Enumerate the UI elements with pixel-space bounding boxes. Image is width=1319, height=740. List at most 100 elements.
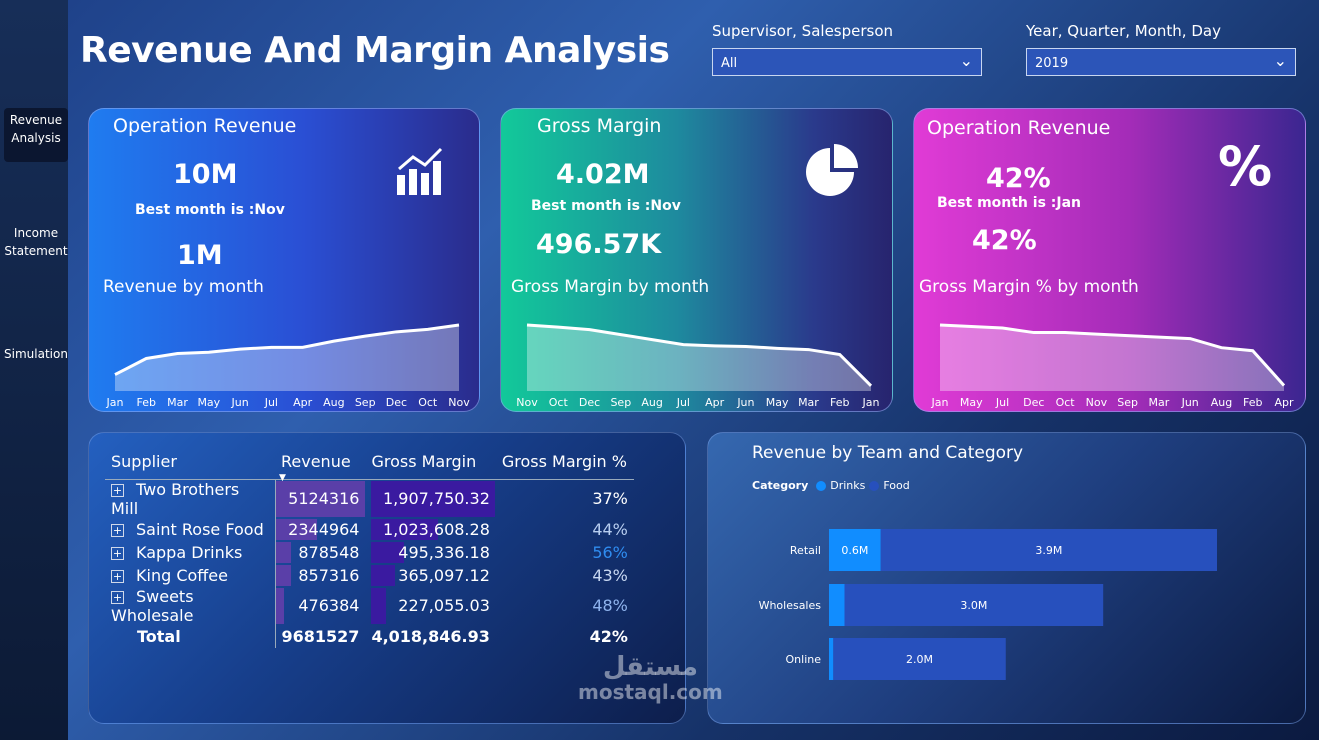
- revenue-databar: [275, 480, 366, 517]
- x-tick-label: Oct: [549, 396, 569, 409]
- col-gross-margin[interactable]: Gross Margin: [365, 445, 496, 480]
- margin-databar: [371, 564, 396, 586]
- x-tick-label: May: [766, 396, 789, 409]
- supervisor-dropdown[interactable]: All ⌄: [712, 48, 982, 76]
- supplier-cell: + Sweets Wholesale: [105, 587, 275, 625]
- x-tick-label: Mar: [1149, 396, 1170, 409]
- revenue-databar: [275, 564, 291, 586]
- data-label: 0.6M: [841, 544, 868, 557]
- expand-icon[interactable]: +: [111, 569, 124, 583]
- total-revenue: 9681527: [274, 624, 366, 648]
- supplier-cell: + King Coffee: [105, 564, 275, 587]
- gross-margin-pct-card: Operation Revenue % 42% Best month is :J…: [913, 108, 1306, 412]
- table-row[interactable]: + Saint Rose Food 2344964 1,023,608.28 44…: [105, 517, 634, 541]
- supplier-cell: + Kappa Drinks: [105, 541, 275, 564]
- data-label: 3.0M: [960, 599, 987, 612]
- pct-value: 56%: [592, 542, 628, 562]
- series-line: [526, 323, 873, 387]
- margin-value: 365,097.12: [398, 565, 490, 585]
- x-tick-label: Mar: [167, 396, 188, 409]
- chevron-down-icon: ⌄: [1273, 51, 1287, 70]
- slicer-label: Year, Quarter, Month, Day: [1026, 22, 1221, 40]
- gm-pct-by-month-chart: Jan May Jul Dec Oct Nov Sep Mar Jun Aug Feb Apr: [931, 323, 1294, 409]
- margin-databar: [371, 541, 404, 563]
- x-tick-label: Sep: [610, 396, 631, 409]
- x-tick-label: Nov: [516, 396, 538, 409]
- header-label: Revenue: [281, 452, 351, 472]
- margin-value: 495,336.18: [398, 542, 490, 562]
- margin-cell: 1,023,608.28: [365, 518, 495, 541]
- nav-simulation[interactable]: Simulation: [4, 347, 68, 361]
- revenue-value: 5124316: [288, 489, 360, 508]
- revenue-cell: 857316: [274, 563, 366, 587]
- revenue-cell: 878548: [274, 540, 366, 564]
- x-tick-label: Nov: [448, 396, 470, 409]
- bar-food-wholesales[interactable]: [844, 584, 1104, 626]
- percent-icon: %: [1218, 135, 1273, 198]
- best-month: Best month is :Nov: [531, 198, 681, 214]
- expand-icon[interactable]: +: [111, 523, 124, 537]
- legend-drinks[interactable]: Drinks: [830, 479, 866, 492]
- supplier-table-panel: Supplier Revenue ▼ Gross Margin Gross Mar…: [88, 432, 686, 724]
- data-label: 2.0M: [906, 653, 933, 666]
- margin-cell: 495,336.18: [365, 541, 495, 564]
- expand-icon[interactable]: +: [111, 590, 124, 604]
- bar-food-online[interactable]: [833, 638, 1006, 680]
- margin-databar: [371, 518, 438, 540]
- bar-drinks-retail[interactable]: [829, 529, 881, 571]
- series-line: [114, 323, 460, 376]
- x-tick-label: Nov: [1086, 396, 1108, 409]
- card-title: Operation Revenue: [113, 115, 297, 137]
- best-month-value: 496.57K: [536, 229, 662, 260]
- x-tick-label: Feb: [137, 396, 156, 409]
- table-row[interactable]: + King Coffee 857316 365,097.12 43%: [105, 563, 634, 587]
- bar-drinks-online[interactable]: [829, 638, 834, 680]
- supervisor-slicer: Supervisor, Salesperson All ⌄: [712, 22, 982, 76]
- pct-value: 44%: [592, 519, 628, 539]
- revenue-by-month-chart: Jan Feb Mar May Jun Jul Apr Aug Sep Dec Oct Nov: [106, 323, 470, 409]
- bar-drinks-wholesales[interactable]: [829, 584, 845, 626]
- total-row: Total 9681527 4,018,846.93 42%: [105, 624, 634, 648]
- card-title: Operation Revenue: [927, 117, 1111, 139]
- supplier-name: Kappa Drinks: [136, 542, 243, 562]
- col-revenue[interactable]: Revenue ▼: [275, 445, 366, 483]
- x-tick-label: Jun: [1181, 396, 1199, 409]
- chart-subtitle: Gross Margin % by month: [919, 277, 1139, 297]
- card-title: Gross Margin: [537, 115, 662, 137]
- expand-icon[interactable]: +: [111, 546, 124, 560]
- x-tick-label: Jun: [230, 396, 248, 409]
- bar-food-retail[interactable]: [880, 529, 1217, 571]
- nav-revenue-analysis[interactable]: Revenue Analysis: [4, 108, 68, 162]
- legend-food[interactable]: Food: [883, 479, 910, 492]
- expand-icon[interactable]: +: [111, 483, 124, 497]
- pct-value: 43%: [592, 565, 628, 585]
- x-tick-label: Jun: [736, 396, 754, 409]
- best-month-value: 42%: [972, 225, 1037, 256]
- nav-income-statement[interactable]: Income Statement: [4, 226, 68, 258]
- page-title: Revenue And Margin Analysis: [80, 30, 670, 71]
- col-supplier[interactable]: Supplier: [105, 445, 275, 480]
- sort-desc-icon: ▼: [279, 473, 286, 483]
- pct-cell: 48%: [496, 587, 634, 625]
- pct-value: 48%: [592, 596, 628, 615]
- table-row[interactable]: + Sweets Wholesale 476384 227,055.03 48%: [105, 586, 634, 625]
- x-tick-label: May: [197, 396, 220, 409]
- margin-value: 227,055.03: [398, 596, 490, 615]
- mostaql-watermark: مستقل mostaql.com: [578, 652, 723, 704]
- x-tick-label: Feb: [1243, 396, 1262, 409]
- table-row[interactable]: + Kappa Drinks 878548 495,336.18 56%: [105, 540, 634, 564]
- x-tick-label: Apr: [705, 396, 725, 409]
- x-tick-label: Apr: [293, 396, 313, 409]
- x-tick-label: Jul: [676, 396, 690, 409]
- col-gross-margin-pct[interactable]: Gross Margin %: [495, 445, 634, 480]
- date-dropdown[interactable]: 2019 ⌄: [1026, 48, 1296, 76]
- revenue-databar: [275, 587, 284, 624]
- pct-cell: 56%: [496, 541, 634, 564]
- x-tick-label: Jan: [931, 396, 949, 409]
- area-fill: [115, 325, 459, 391]
- data-label: 3.9M: [1035, 544, 1062, 557]
- gm-pct-kpi: 42%: [986, 163, 1051, 194]
- legend-dot-drinks: [816, 480, 827, 491]
- x-tick-label: Jan: [106, 396, 124, 409]
- table-row[interactable]: + Two Brothers Mill 5124316 1,907,750.32 …: [105, 479, 634, 518]
